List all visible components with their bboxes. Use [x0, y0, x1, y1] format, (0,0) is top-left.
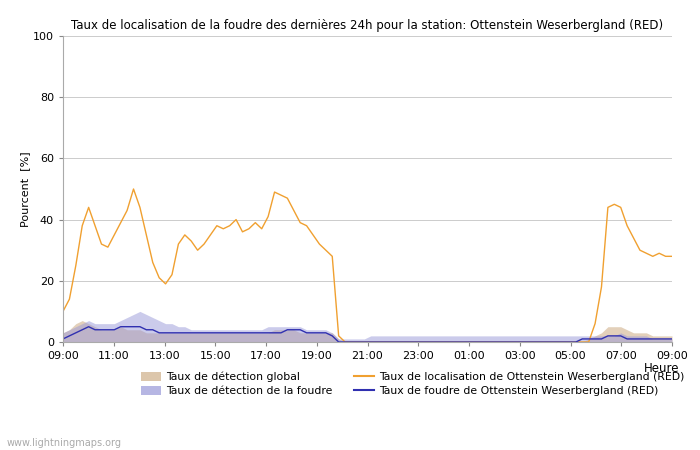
Legend: Taux de détection global, Taux de détection de la foudre, Taux de localisation d: Taux de détection global, Taux de détect…	[141, 372, 685, 396]
Title: Taux de localisation de la foudre des dernières 24h pour la station: Ottenstein : Taux de localisation de la foudre des de…	[71, 19, 664, 32]
Y-axis label: Pourcent  [%]: Pourcent [%]	[20, 151, 30, 227]
Text: www.lightningmaps.org: www.lightningmaps.org	[7, 438, 122, 448]
Text: Heure: Heure	[643, 362, 679, 375]
